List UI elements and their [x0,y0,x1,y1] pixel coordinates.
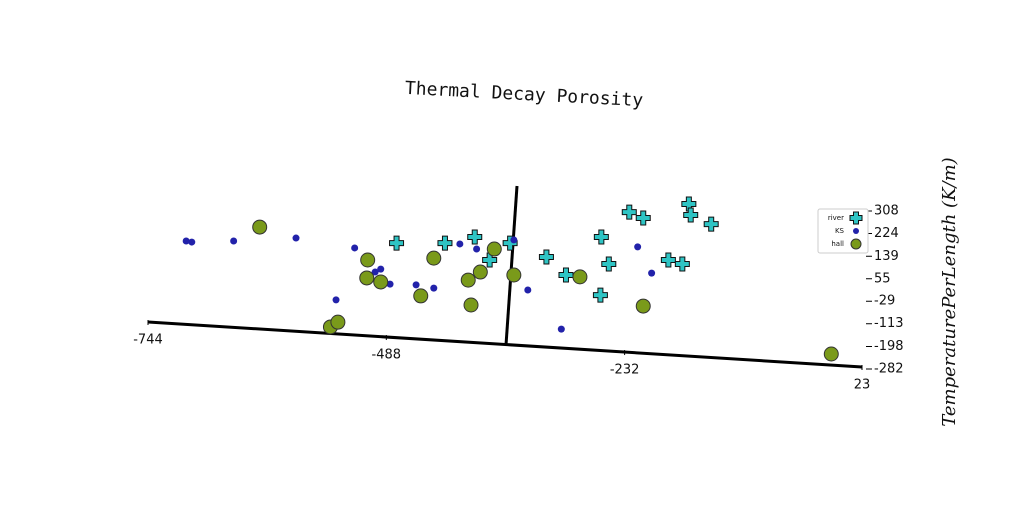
dot-marker [351,244,359,252]
y-tick-label: 139 [874,249,899,264]
circle-marker [635,298,651,314]
x-tick-label: -232 [610,363,640,378]
plus-marker [389,235,405,251]
circle-marker [463,297,479,313]
dot-marker [430,284,438,292]
legend-label: river [828,214,844,222]
dot-marker [188,238,196,246]
circle-marker [252,219,268,235]
circle-marker [506,267,522,283]
circle-marker [850,238,862,250]
plus-marker [674,256,690,272]
legend-label: KS [835,227,845,235]
legend-label: hall [831,240,844,248]
dot-marker [853,228,859,234]
dot-marker [648,269,656,277]
circle-marker [373,274,389,290]
circle-marker [472,264,488,280]
plus-marker [592,287,608,303]
dot-marker [412,281,420,289]
plus-marker [621,204,637,220]
plus-marker [683,207,699,223]
plus-marker [538,249,554,265]
plus-marker [703,216,719,232]
plus-marker [482,252,498,268]
dot-marker [332,296,340,304]
z-axis-line [504,185,519,346]
dot-marker [456,240,464,248]
dot-marker [292,234,300,242]
dot-marker [557,325,565,333]
circle-marker [823,346,839,362]
circle-marker [460,272,476,288]
y-tick-label: -29 [874,294,895,309]
plus-marker [635,210,651,226]
dot-marker [386,280,394,288]
dot-marker [182,237,190,245]
circle-marker [330,314,346,330]
dot-marker [371,268,379,276]
x-tick-label: 23 [854,378,871,393]
plus-marker [467,229,483,245]
dot-marker [510,236,518,244]
circle-marker [360,252,376,268]
circle-marker [413,288,429,304]
plus-marker [849,211,863,225]
dot-marker [377,265,385,273]
plus-marker [601,256,617,272]
plus-marker [660,252,676,268]
x-tick-label: -744 [133,333,163,348]
dot-marker [634,243,642,251]
circle-marker [359,270,375,286]
x-tick-label: -488 [372,348,402,363]
y-axis-label: TemperaturePerLength (K/m) [939,157,960,426]
y-tick-label: -198 [874,339,904,354]
y-tick-label: 224 [874,226,899,241]
plus-marker [558,267,574,283]
circle-marker [426,250,442,266]
dot-marker [473,245,481,253]
y-tick-label: 55 [874,271,891,286]
plus-marker [437,235,453,251]
plus-marker [593,229,609,245]
circle-marker [572,269,588,285]
chart-title: Thermal Decay Porosity [404,78,643,111]
y-tick-label: -282 [874,362,904,377]
y-tick-label: -113 [874,316,904,331]
circle-marker [486,241,502,257]
dot-marker [524,286,532,294]
dot-marker [230,237,238,245]
y-tick-label: 308 [874,204,899,219]
